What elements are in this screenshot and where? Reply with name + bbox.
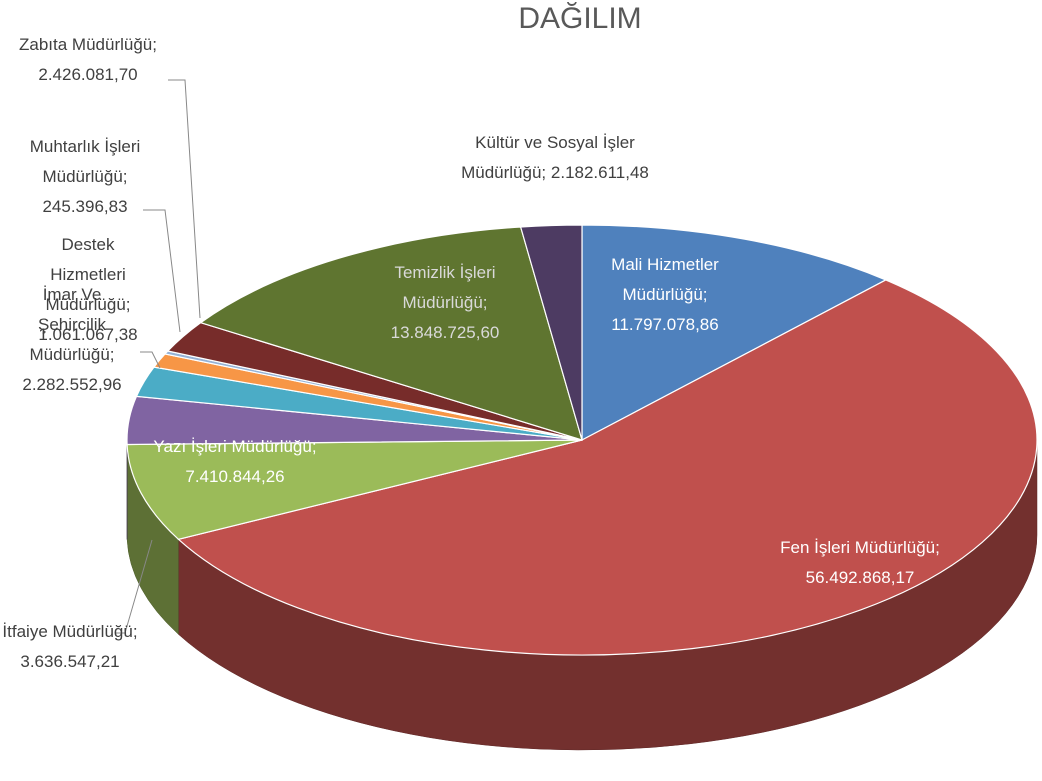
label-category: Yazı İşleri Müdürlüğü xyxy=(153,437,312,456)
leader-line xyxy=(168,79,201,319)
label-category: İmar Ve Şehircilik Müdürlüğü xyxy=(29,285,110,364)
label-category: İtfaiye Müdürlüğü xyxy=(2,622,133,641)
label-value: 2.282.552,96 xyxy=(22,375,122,394)
label-category: Kültür ve Sosyal İşler Müdürlüğü xyxy=(461,133,635,182)
label-separator: ; xyxy=(152,35,157,54)
label-category: Temizlik İşleri Müdürlüğü xyxy=(394,263,496,312)
label-category: Zabıta Müdürlüğü xyxy=(19,35,153,54)
chart-title: DAĞILIM xyxy=(518,2,642,35)
data-label: Fen İşleri Müdürlüğü; 56.492.868,17 xyxy=(735,533,985,593)
label-value: 245.396,83 xyxy=(42,197,128,216)
label-value: 56.492.868,17 xyxy=(805,568,915,587)
data-label: Mali Hizmetler Müdürlüğü; 11.797.078,86 xyxy=(580,250,750,340)
leader-line xyxy=(140,351,161,369)
data-label: Temizlik İşleri Müdürlüğü; 13.848.725,60 xyxy=(358,258,533,348)
label-value: 2.426.081,70 xyxy=(38,65,138,84)
pie-slice xyxy=(177,279,1038,656)
label-category: Destek Hizmetleri Müdürlüğü xyxy=(45,235,126,314)
label-separator: ; xyxy=(311,437,317,456)
label-category: Fen İşleri Müdürlüğü xyxy=(780,538,936,557)
pie-slice xyxy=(519,224,583,441)
label-separator: ; xyxy=(482,293,488,312)
data-label: Muhtarlık İşleri Müdürlüğü; 245.396,83 xyxy=(0,132,170,222)
label-separator: ; xyxy=(541,163,547,182)
pie-slice xyxy=(126,439,583,540)
data-label: Destek Hizmetleri Müdürlüğü; 1.061.067,3… xyxy=(38,230,138,350)
label-value: 7.410.844,26 xyxy=(185,467,285,486)
label-separator: ; xyxy=(122,167,128,186)
leader-line xyxy=(143,209,181,333)
data-label: Yazı İşleri Müdürlüğü; 7.410.844,26 xyxy=(105,432,365,492)
pie-slice xyxy=(581,224,888,441)
label-separator: ; xyxy=(109,345,115,364)
data-label: Zabıta Müdürlüğü; 2.426.081,70 xyxy=(0,30,183,90)
label-category: Muhtarlık İşleri Müdürlüğü xyxy=(29,137,141,186)
data-label: Kültür ve Sosyal İşler Müdürlüğü; 2.182.… xyxy=(455,128,655,188)
label-value: 13.848.725,60 xyxy=(390,323,500,342)
label-separator: ; xyxy=(702,285,708,304)
label-separator: ; xyxy=(132,622,138,641)
label-separator: ; xyxy=(935,538,940,557)
data-label: İtfaiye Müdürlüğü; 3.636.547,21 xyxy=(0,617,140,677)
label-value: 2.182.611,48 xyxy=(550,163,649,182)
pie-slice xyxy=(199,226,583,441)
data-label: İmar Ve Şehircilik Müdürlüğü; 2.282.552,… xyxy=(17,280,127,400)
label-value: 11.797.078,86 xyxy=(611,315,719,334)
label-value: 3.636.547,21 xyxy=(20,652,120,671)
label-category: Mali Hizmetler Müdürlüğü xyxy=(611,255,719,304)
label-separator: ; xyxy=(125,295,131,314)
leader-line xyxy=(115,539,153,634)
pie-tops xyxy=(126,224,1038,656)
label-value: 1.061.067,38 xyxy=(38,325,138,344)
